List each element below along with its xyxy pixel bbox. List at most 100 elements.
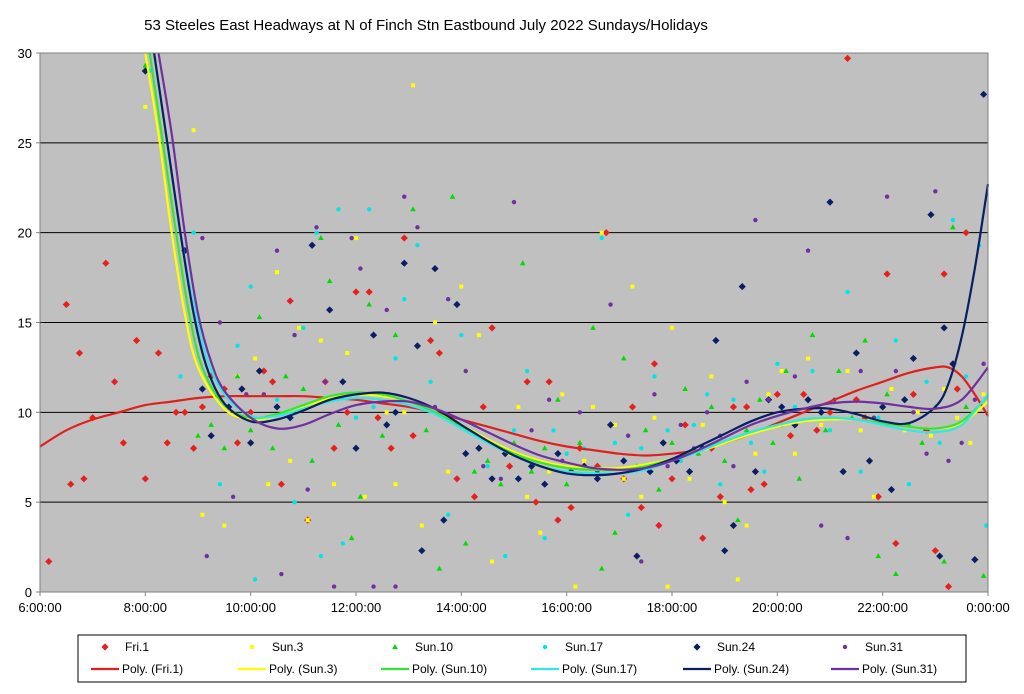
data-point	[893, 338, 899, 343]
data-point	[462, 540, 469, 546]
data-point	[371, 404, 376, 410]
data-point	[354, 236, 358, 241]
data-point	[889, 386, 894, 391]
data-point	[567, 503, 575, 512]
data-point	[955, 415, 960, 420]
data-point	[845, 289, 850, 295]
legend-marker	[101, 643, 109, 651]
data-point	[292, 499, 297, 505]
data-point	[410, 206, 416, 212]
data-point	[779, 369, 784, 374]
data-point	[163, 439, 171, 447]
data-point	[655, 521, 663, 530]
data-point	[476, 333, 481, 338]
data-point	[314, 225, 319, 230]
x-axis-ticks: 6:00:00 8:00:00 10:00:00 12:00:00 14:00:00 16…	[18, 592, 1010, 615]
data-point	[332, 482, 337, 487]
data-point	[940, 270, 948, 278]
data-point	[498, 481, 504, 487]
data-point	[475, 444, 483, 452]
data-point	[260, 367, 268, 375]
data-point	[796, 475, 803, 481]
data-point	[708, 403, 715, 409]
data-point	[62, 300, 70, 309]
data-point	[470, 493, 479, 501]
data-point	[538, 530, 543, 535]
data-point	[340, 541, 346, 546]
data-point	[971, 556, 979, 564]
y-tick-label: 5	[25, 495, 32, 510]
data-point	[729, 403, 738, 411]
data-point	[813, 426, 821, 434]
data-point	[230, 494, 236, 499]
data-point	[668, 475, 676, 483]
data-point	[598, 565, 605, 571]
data-point	[200, 235, 205, 241]
data-point	[532, 498, 540, 506]
data-point	[722, 500, 727, 505]
data-point	[747, 485, 755, 494]
data-point	[927, 211, 935, 219]
data-point	[479, 403, 487, 411]
legend-label: Sun.24	[717, 640, 755, 654]
data-point	[931, 547, 939, 555]
data-point	[357, 493, 364, 499]
data-point	[630, 284, 635, 289]
legend-label: Poly. (Sun.17)	[562, 662, 637, 676]
data-point	[308, 241, 316, 249]
data-point	[577, 439, 583, 445]
legend-label: Poly. (Sun.10)	[412, 662, 487, 676]
data-point	[207, 432, 215, 440]
data-point	[314, 230, 319, 235]
y-tick-label: 30	[18, 46, 32, 61]
data-point	[440, 516, 448, 524]
data-point	[484, 457, 491, 463]
data-point	[233, 439, 242, 447]
data-point	[178, 374, 183, 379]
data-point	[529, 428, 534, 433]
data-point	[865, 457, 874, 465]
data-point	[963, 374, 969, 379]
data-point	[234, 373, 241, 379]
data-point	[606, 421, 615, 429]
data-point	[639, 559, 644, 564]
data-point	[247, 427, 254, 433]
data-point	[445, 512, 451, 517]
data-point	[336, 207, 341, 212]
data-point	[288, 458, 293, 463]
data-point	[766, 392, 771, 397]
data-point	[435, 349, 443, 357]
y-tick-label: 25	[18, 136, 32, 151]
data-point	[423, 427, 430, 433]
data-point	[318, 338, 323, 343]
data-point	[669, 439, 675, 445]
y-axis-ticks: 0 5 10 15 20 25 30	[18, 46, 40, 600]
data-point	[915, 410, 920, 415]
data-point	[678, 458, 683, 464]
data-point	[582, 458, 587, 463]
data-point	[731, 397, 736, 402]
data-point	[453, 475, 461, 483]
data-point	[275, 270, 279, 275]
data-point	[296, 325, 301, 330]
data-point	[462, 450, 470, 458]
data-point	[269, 445, 276, 451]
data-point	[379, 432, 386, 438]
data-point	[620, 457, 628, 465]
data-point	[286, 297, 294, 305]
data-point	[335, 421, 342, 427]
data-point	[687, 476, 692, 481]
trendline-poly-sun-3	[144, 52, 989, 470]
data-point	[431, 265, 439, 273]
data-point	[602, 229, 610, 237]
data-point	[639, 446, 644, 451]
data-point	[652, 392, 657, 397]
data-point	[282, 373, 289, 379]
legend-marker	[250, 645, 254, 649]
data-point	[924, 451, 929, 456]
series-sun-24	[141, 67, 988, 564]
data-point	[775, 361, 780, 367]
data-point	[217, 482, 223, 487]
data-point	[524, 368, 530, 374]
data-point	[852, 396, 860, 404]
